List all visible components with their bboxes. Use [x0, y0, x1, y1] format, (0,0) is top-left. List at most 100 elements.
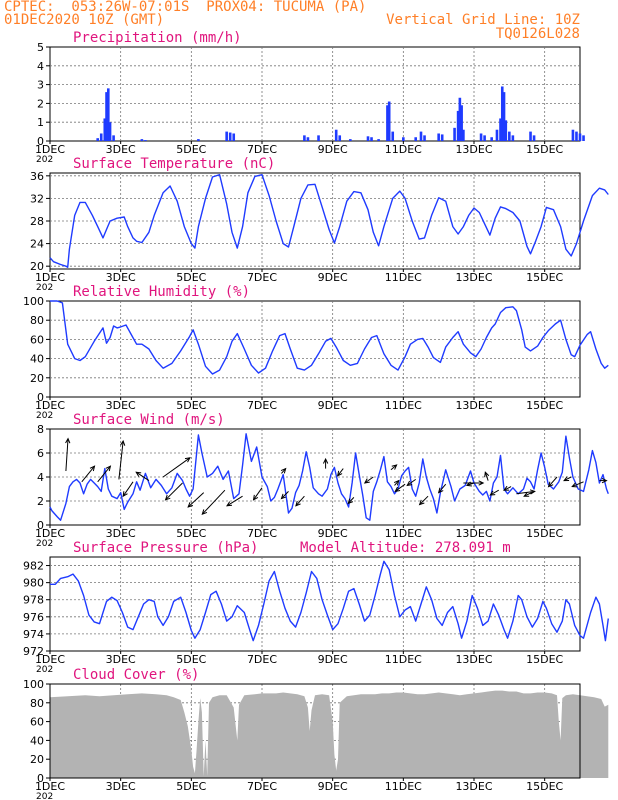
wind-arrow	[390, 464, 398, 471]
panel0-bar-4	[107, 88, 110, 141]
panel0-bar-10	[225, 131, 228, 141]
panel0-bar-5	[108, 122, 112, 141]
panel5-xtick-label-3: 7DEC	[247, 780, 277, 793]
panel0-ytick-label-2: 2	[37, 97, 44, 110]
wind-arrow	[363, 476, 374, 484]
panel0-frame	[49, 46, 581, 142]
panel2-xtick-label-7: 15DEC	[526, 399, 563, 412]
panel0-bar-9	[197, 139, 200, 141]
panel5-xtick-label-5: 11DEC	[385, 780, 422, 793]
wind-arrow	[65, 437, 71, 472]
panel1-xtick-label-7: 15DEC	[526, 271, 563, 284]
panel1-ytick-label-1: 24	[30, 238, 44, 251]
panel0-cut-year: 202	[36, 155, 53, 165]
wind-arrow	[280, 467, 287, 474]
panel4-xtick-label-5: 11DEC	[385, 653, 422, 666]
panel0-bar-18	[349, 139, 352, 141]
panel0-bar-22	[386, 105, 389, 141]
panel5-cut-year: 202	[36, 792, 53, 800]
panel0-bar-20	[370, 137, 373, 141]
panel4-xtick-label-6: 13DEC	[455, 653, 492, 666]
panel0-bar-13	[303, 135, 306, 141]
panel3-xtick-label-2: 5DEC	[176, 527, 206, 540]
wind-arrow	[97, 465, 112, 483]
panel0-bar-39	[495, 129, 499, 141]
wind-arrow	[122, 481, 134, 498]
header-line2: 01DEC2020 10Z (GMT)	[4, 12, 165, 28]
panel1-xtick-label-1: 3DEC	[106, 271, 136, 284]
panel0-ytick-label-3: 3	[37, 79, 44, 92]
wind-arrow	[187, 492, 205, 508]
panel3-cut-year: 202	[36, 539, 53, 549]
panel0-bar-1	[99, 133, 103, 141]
panel0-bar-42	[502, 92, 506, 141]
panel0-bar-25	[402, 137, 405, 141]
panel5-xtick-label-6: 13DEC	[455, 780, 492, 793]
panel0-bar-31	[453, 127, 456, 141]
panel0-bar-24	[391, 131, 395, 141]
panel0-bar-15	[317, 135, 320, 141]
panel2-ytick-label-5: 100	[23, 295, 44, 308]
wind-arrow	[295, 495, 305, 507]
wind-arrow	[523, 490, 535, 497]
panel5-ytick-label-3: 60	[30, 716, 44, 729]
panel5-series-area	[50, 690, 609, 778]
panel2-xtick-label-1: 3DEC	[106, 399, 136, 412]
panel4-ytick-label-4: 980	[23, 577, 44, 590]
panel5-xtick-label-1: 3DEC	[106, 780, 136, 793]
panel0-xtick-label-7: 15DEC	[526, 143, 563, 156]
panel0-bar-11	[228, 132, 232, 141]
panel3-xtick-label-7: 15DEC	[526, 527, 563, 540]
wind-arrow	[418, 495, 429, 506]
panel5-xtick-label-0: 1DEC	[35, 780, 65, 793]
grid-line-note: Vertical Grid Line: 10Z	[386, 12, 580, 28]
panel0-bar-0	[96, 138, 99, 141]
panel4-xtick-label-4: 9DEC	[318, 653, 348, 666]
panel0-bar-23	[387, 101, 391, 141]
wind-arrow	[406, 478, 416, 487]
wind-arrow	[516, 489, 536, 495]
panel1-cut-year: 202	[36, 283, 53, 293]
panel4-ytick-label-5: 982	[23, 560, 44, 573]
panel0-title: Precipitation (mm/h)	[73, 30, 242, 46]
wind-arrow	[226, 495, 243, 507]
panel3-ytick-label-2: 4	[37, 471, 44, 484]
panel0-bar-40	[499, 118, 502, 141]
panel3-xtick-label-5: 11DEC	[385, 527, 422, 540]
panel1-ytick-label-4: 36	[30, 170, 44, 183]
panel0-bar-45	[511, 135, 515, 141]
wind-arrow	[81, 465, 96, 483]
panel2-ytick-label-0: 0	[37, 391, 44, 404]
panel3-xtick-label-4: 9DEC	[318, 527, 348, 540]
panel0-bar-8	[144, 140, 147, 141]
wind-arrow	[347, 497, 355, 505]
panel0-ytick-label-1: 1	[37, 116, 44, 129]
panel4-xtick-label-7: 15DEC	[526, 653, 563, 666]
panel0-xtick-label-3: 7DEC	[247, 143, 277, 156]
panel0-bar-6	[112, 135, 115, 141]
panel1-title: Surface Temperature (nC)	[73, 156, 275, 172]
panel0-bar-41	[500, 86, 504, 141]
wind-arrow	[280, 491, 289, 500]
panel0-bar-49	[575, 131, 578, 141]
panel3-xtick-label-6: 13DEC	[455, 527, 492, 540]
panel0-bar-38	[490, 137, 493, 141]
panel3-ytick-label-4: 8	[37, 423, 44, 436]
panel0-ytick-label-0: 0	[37, 135, 44, 148]
panel1-ytick-label-2: 28	[30, 215, 44, 228]
panel2-xtick-label-6: 13DEC	[455, 399, 492, 412]
panel0-bar-34	[460, 105, 463, 141]
panel4-ytick-label-2: 976	[23, 611, 44, 624]
panel1-xtick-label-6: 13DEC	[455, 271, 492, 284]
wind-arrow	[118, 439, 126, 480]
panel3-xtick-label-1: 3DEC	[106, 527, 136, 540]
wind-arrow	[465, 481, 475, 487]
panel3-title: Surface Wind (m/s)	[73, 412, 225, 428]
panel0-bar-14	[306, 137, 310, 141]
panel5-ytick-label-2: 40	[30, 734, 44, 747]
panel0-xtick-label-4: 9DEC	[318, 143, 348, 156]
panel0-xtick-label-0: 1DEC	[35, 143, 65, 156]
panel1-series-line	[49, 174, 609, 268]
panel0-bar-3	[105, 92, 108, 141]
wind-arrow	[437, 483, 447, 494]
